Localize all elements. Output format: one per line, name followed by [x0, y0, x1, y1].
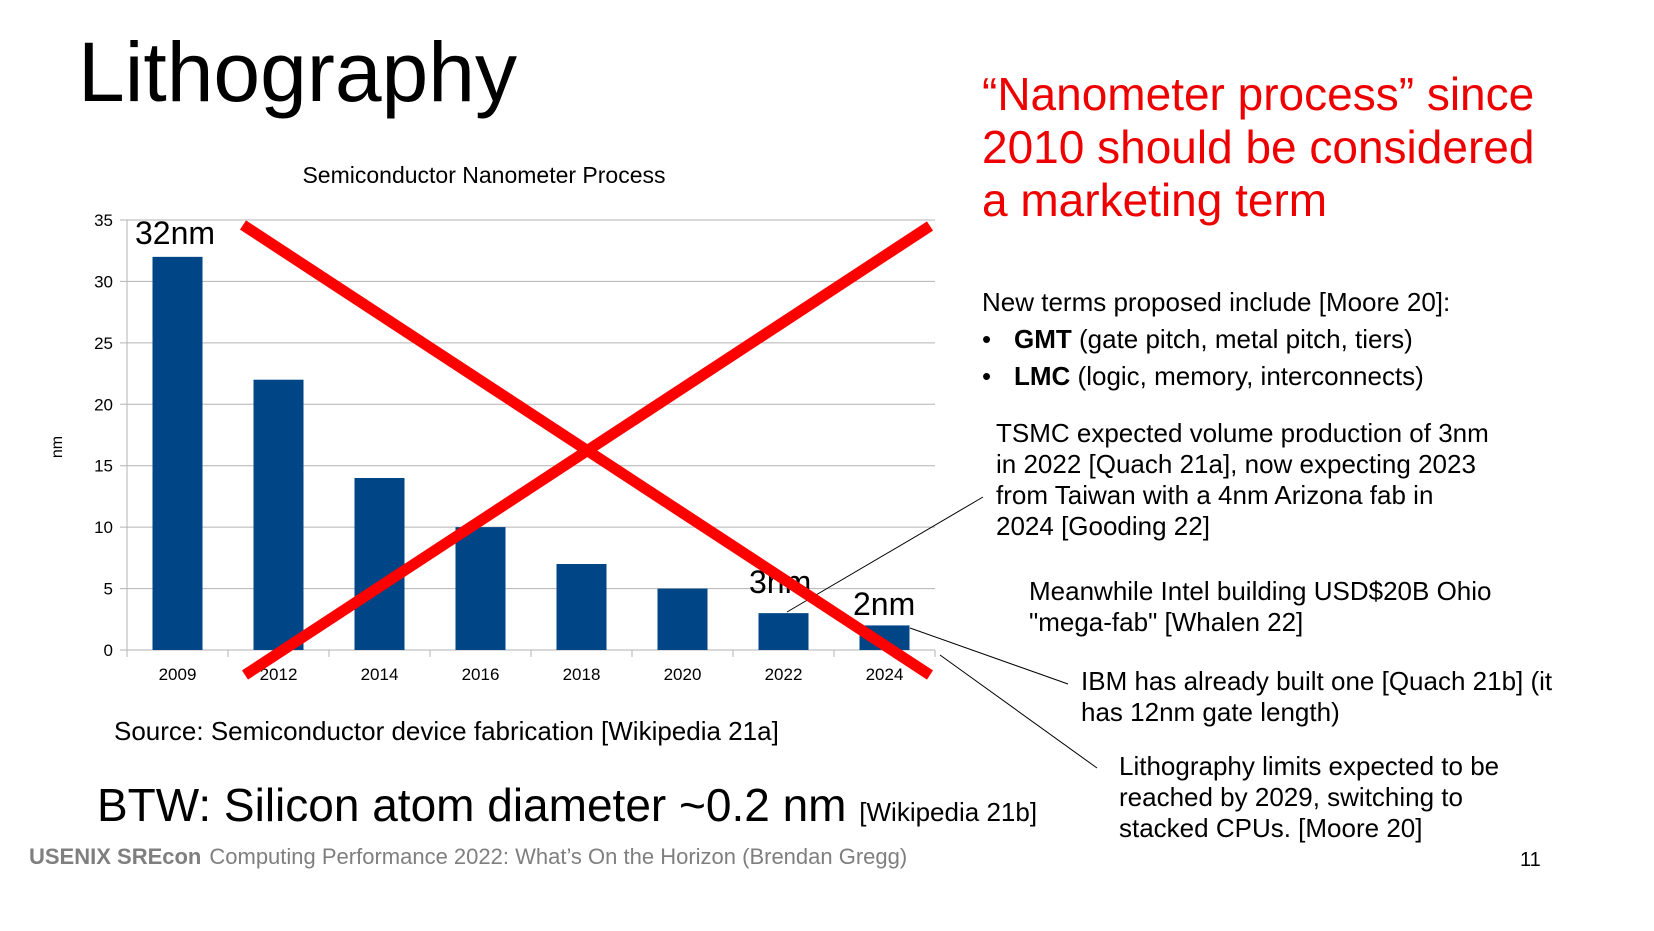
new-terms-intro: New terms proposed include [Moore 20]: [982, 287, 1451, 317]
term-name: LMC [1014, 361, 1071, 391]
term-desc: (logic, memory, interconnects) [1070, 361, 1424, 391]
y-tick-label: 30 [94, 272, 113, 291]
y-axis-label: nm [49, 436, 66, 458]
y-tick-label: 5 [104, 580, 113, 599]
x-tick-label: 2024 [866, 665, 904, 684]
chart-source: Source: Semiconductor device fabrication… [114, 716, 779, 746]
term-desc: (gate pitch, metal pitch, tiers) [1071, 324, 1413, 354]
x-tick-label: 2018 [563, 665, 601, 684]
chart-title: Semiconductor Nanometer Process [302, 162, 665, 188]
footer-brand: USENIX SREcon [29, 844, 202, 869]
footer-text: Computing Performance 2022: What’s On th… [209, 844, 908, 869]
term-item: GMT (gate pitch, metal pitch, tiers) [982, 321, 1450, 358]
btw-note: BTW: Silicon atom diameter ~0.2 nm [Wiki… [97, 778, 1037, 832]
x-tick-label: 2022 [765, 665, 803, 684]
x-tick-label: 2012 [260, 665, 298, 684]
red-cross-line [241, 221, 934, 680]
page-number: 11 [1520, 849, 1541, 871]
y-tick-label: 15 [94, 457, 113, 476]
bar-annotation: 32nm [135, 215, 215, 251]
y-tick-label: 20 [94, 395, 113, 414]
y-tick-label: 35 [94, 211, 113, 230]
slide-title: Lithography [78, 25, 517, 119]
bar-2016 [455, 527, 506, 650]
bar-2018 [556, 564, 607, 650]
footer: USENIX SREcon Computing Performance 2022:… [29, 844, 907, 870]
bar-2012 [253, 379, 304, 650]
bar-2014 [354, 478, 405, 650]
x-tick-label: 2016 [462, 665, 500, 684]
y-tick-label: 25 [94, 334, 113, 353]
x-tick-label: 2014 [361, 665, 399, 684]
marketing-term-heading: “Nanometer process” since 2010 should be… [982, 68, 1535, 226]
bar-2009 [152, 256, 203, 650]
new-terms-block: New terms proposed include [Moore 20]: G… [982, 284, 1450, 395]
bar-annotation: 2nm [853, 586, 915, 622]
callout-line-ibm [909, 627, 1069, 685]
x-tick-label: 2009 [159, 665, 197, 684]
callout-line-tsmc [786, 496, 984, 613]
y-tick-label: 0 [104, 641, 113, 660]
limits-note: Lithography limits expected to be reache… [1119, 751, 1500, 843]
ibm-note: IBM has already built one [Quach 21b] (i… [1081, 666, 1553, 727]
intel-note: Meanwhile Intel building USD$20B Ohio "m… [1029, 576, 1492, 637]
tsmc-note: TSMC expected volume production of 3nm i… [996, 418, 1489, 541]
y-tick-label: 10 [94, 518, 113, 537]
bar-2022 [758, 613, 809, 650]
term-item: LMC (logic, memory, interconnects) [982, 358, 1450, 395]
x-tick-label: 2020 [664, 665, 702, 684]
term-name: GMT [1014, 324, 1072, 354]
bar-2020 [657, 588, 708, 650]
btw-ref: [Wikipedia 21b] [859, 797, 1038, 827]
callout-line-limits [939, 654, 1098, 769]
btw-text: BTW: Silicon atom diameter ~0.2 nm [97, 779, 847, 831]
